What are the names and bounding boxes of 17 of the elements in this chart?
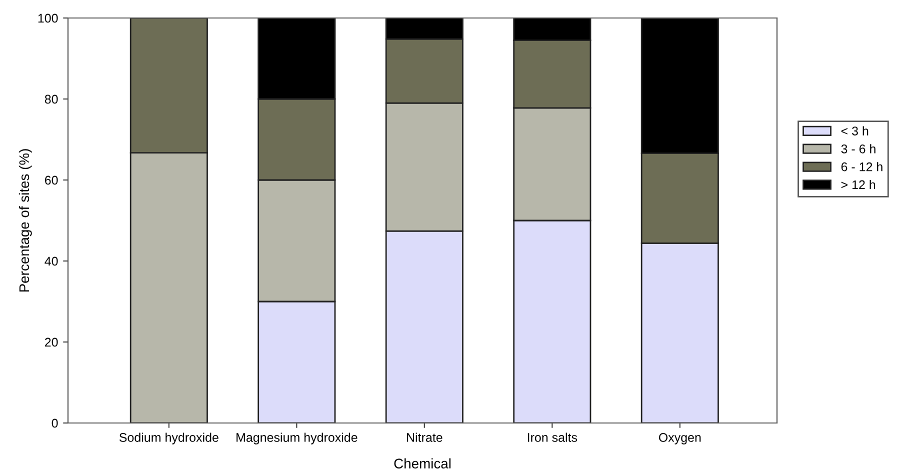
y-tick-label: 60: [45, 176, 58, 185]
x-tick-label: Sodium hydroxide: [119, 432, 218, 444]
y-tick-label: 80: [44, 94, 58, 104]
y-tick-label: 100: [38, 14, 58, 23]
x-tick-label: Magnesium hydroxide: [236, 432, 358, 444]
legend-label: 6 - 12 h: [841, 162, 882, 172]
y-axis-title: Percentage of sites (%): [18, 149, 32, 292]
x-tick-label: Iron salts: [528, 432, 578, 442]
legend-label: 3 - 6 h: [841, 144, 876, 154]
y-tick-label: 40: [44, 256, 58, 266]
x-tick-label: Oxygen: [658, 433, 701, 444]
x-axis-title: Chemical: [394, 458, 451, 468]
legend-label: > 12 h: [841, 180, 876, 190]
y-tick-label: 20: [45, 338, 58, 347]
x-tick-label: Nitrate: [407, 432, 442, 442]
legend-label: < 3 h: [841, 126, 868, 136]
y-tick-label: 0: [52, 418, 58, 428]
